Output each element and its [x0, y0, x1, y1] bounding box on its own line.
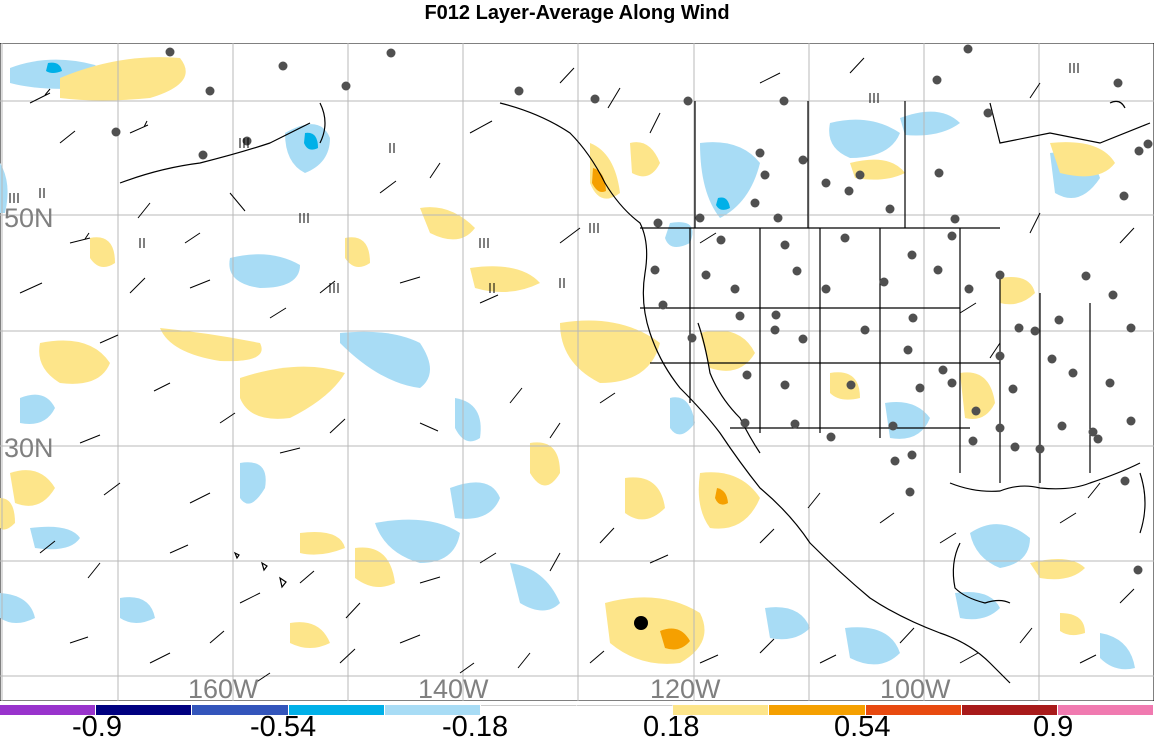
colorbar-segment — [673, 705, 770, 715]
lon-label-160w: 160W — [188, 674, 259, 701]
wind-barb-feathers — [9, 63, 1079, 293]
colorbar-segment — [961, 705, 1058, 715]
colorbar-segment — [769, 705, 866, 715]
lon-label-140w: 140W — [418, 674, 489, 701]
land-outlines — [119, 100, 1151, 684]
colorbar-tick-label: -0.9 — [72, 711, 122, 743]
wind-barbs — [19, 57, 1135, 684]
station-markers — [111, 44, 1153, 575]
negative-core-fill — [46, 62, 730, 210]
colorbar-segment — [0, 705, 97, 715]
lat-label-50n: 50N — [4, 203, 54, 233]
lon-label-120w: 120W — [650, 674, 721, 701]
colorbar-tick-label: -0.18 — [442, 711, 509, 743]
colorbar-segment — [865, 705, 962, 715]
colorbar-tick-label: 0.54 — [834, 711, 891, 743]
colorbar-tick-label: 0.9 — [1033, 711, 1074, 743]
colorbar-segment — [480, 705, 578, 715]
colorbar-segment — [288, 705, 385, 715]
colorbar-segment — [384, 705, 481, 715]
highlighted-station-marker — [634, 616, 648, 630]
positive-core-fill — [592, 168, 728, 650]
map-canvas: 50N 30N 160W 140W 120W 100W — [0, 43, 1154, 701]
lon-labels: 160W 140W 120W 100W — [188, 674, 951, 701]
graticule — [0, 43, 1154, 701]
colorbar — [0, 705, 1154, 715]
map-title: F012 Layer-Average Along Wind — [424, 2, 730, 24]
colorbar-labels: -0.9 -0.54 -0.18 0.18 0.54 0.9 — [0, 712, 1154, 743]
lon-label-100w: 100W — [880, 674, 951, 701]
colorbar-segment — [192, 705, 289, 715]
lat-labels: 50N 30N — [4, 203, 54, 463]
map-panel: 50N 30N 160W 140W 120W 100W — [0, 43, 1154, 701]
colorbar-tick-label: -0.54 — [250, 711, 317, 743]
lat-label-30n: 30N — [4, 433, 54, 463]
colorbar-segment — [96, 705, 193, 715]
negative-contour-fill — [0, 59, 1135, 670]
colorbar-segment — [577, 705, 674, 715]
colorbar-tick-label: 0.18 — [643, 711, 700, 743]
